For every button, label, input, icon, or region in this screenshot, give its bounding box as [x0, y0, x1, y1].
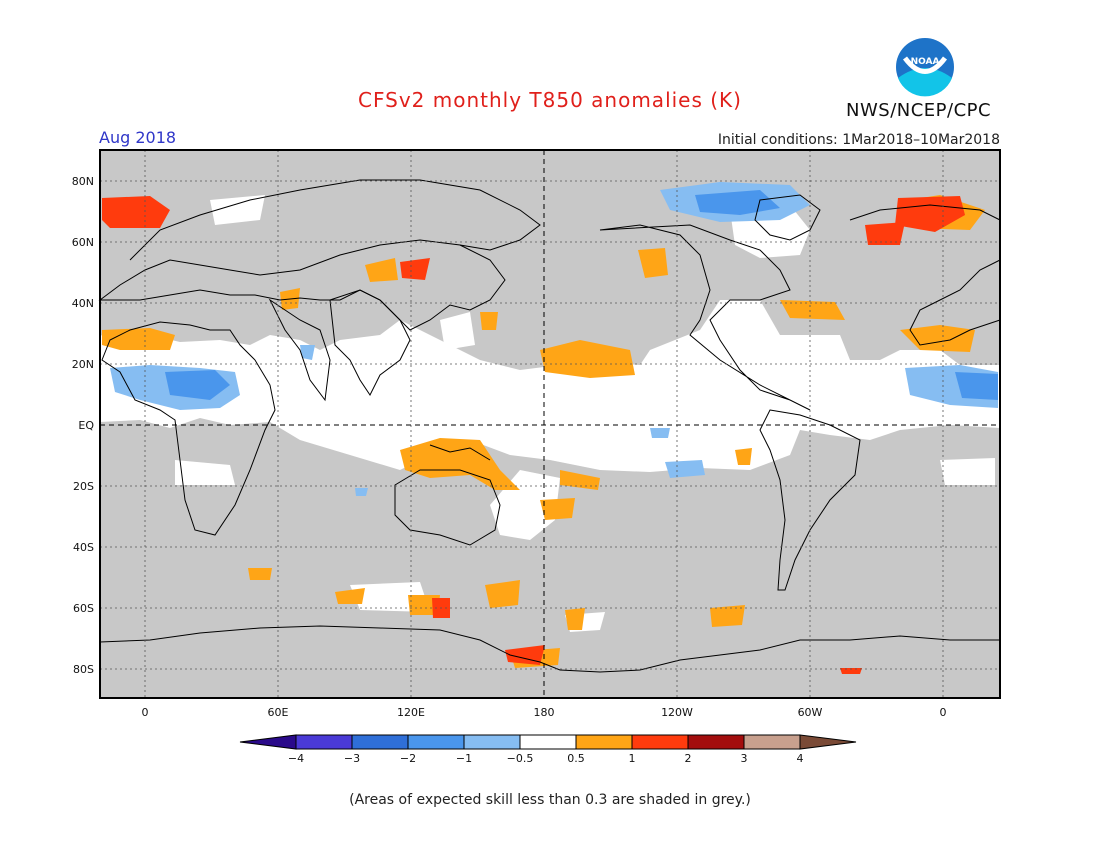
lat-label: 20S [73, 480, 94, 493]
graticule [100, 150, 1000, 698]
coastlines [98, 179, 1001, 673]
warm-anomaly-0p5-1 [102, 195, 985, 668]
map-title: CFSv2 monthly T850 anomalies (K) [358, 88, 742, 112]
lon-label: 120W [661, 706, 693, 719]
reference-lines [100, 150, 1000, 698]
lat-label: 20N [72, 358, 94, 371]
colorbar-segment [631, 734, 689, 750]
colorbar-tick-label: 1 [629, 752, 636, 765]
colorbar-tick-label: 0.5 [567, 752, 585, 765]
valid-month: Aug 2018 [99, 128, 177, 147]
colorbar-segment [239, 734, 297, 750]
organization-label: NWS/NCEP/CPC [846, 100, 992, 121]
noaa-logo: NOAA [896, 38, 954, 97]
lon-label: 0 [940, 706, 947, 719]
latitude-labels: 80N 60N 40N 20N EQ 20S 40S 60S 80S [72, 175, 95, 676]
colorbar-legend: −4 −3 −2 −1 −0.5 0.5 1 2 3 4 [239, 734, 857, 765]
lon-label: 0 [142, 706, 149, 719]
warm-anomaly-1-2 [102, 196, 965, 674]
noaa-logo-text: NOAA [911, 57, 940, 67]
colorbar-segment [519, 734, 577, 750]
lat-label: 40N [72, 297, 94, 310]
colorbar-segment [743, 734, 801, 750]
colorbar-segment [687, 734, 745, 750]
colorbar-tick-label: 4 [797, 752, 804, 765]
colorbar-segment [575, 734, 633, 750]
colorbar-tick-label: −2 [400, 752, 416, 765]
initial-conditions: Initial conditions: 1Mar2018–10Mar2018 [717, 132, 1000, 148]
cool-anomaly-1-2 [165, 190, 998, 400]
lat-label: 80S [73, 663, 94, 676]
colorbar-tick-label: −1 [456, 752, 472, 765]
lat-label: 40S [73, 541, 94, 554]
colorbar-tick-label: −0.5 [507, 752, 534, 765]
colorbar-tick-label: −4 [288, 752, 304, 765]
lon-label: 60W [798, 706, 823, 719]
lon-label: 180 [534, 706, 555, 719]
grey-shading-note: (Areas of expected skill less than 0.3 a… [349, 792, 751, 808]
colorbar-tick-label: 3 [741, 752, 748, 765]
longitude-labels: 0 60E 120E 180 120W 60W 0 [142, 706, 947, 719]
colorbar-segment [463, 734, 521, 750]
lat-label: EQ [78, 419, 94, 432]
map-frame [99, 149, 1001, 699]
lat-label: 60S [73, 602, 94, 615]
colorbar-segment [295, 734, 353, 750]
lat-label: 60N [72, 236, 94, 249]
lon-label: 120E [397, 706, 425, 719]
colorbar-segment [799, 734, 857, 750]
map-panel [98, 149, 1001, 699]
colorbar-tick-label: 2 [685, 752, 692, 765]
colorbar-segment [407, 734, 465, 750]
colorbar-tick-label: −3 [344, 752, 360, 765]
lat-label: 80N [72, 175, 94, 188]
lon-label: 60E [268, 706, 289, 719]
colorbar-segment [351, 734, 409, 750]
